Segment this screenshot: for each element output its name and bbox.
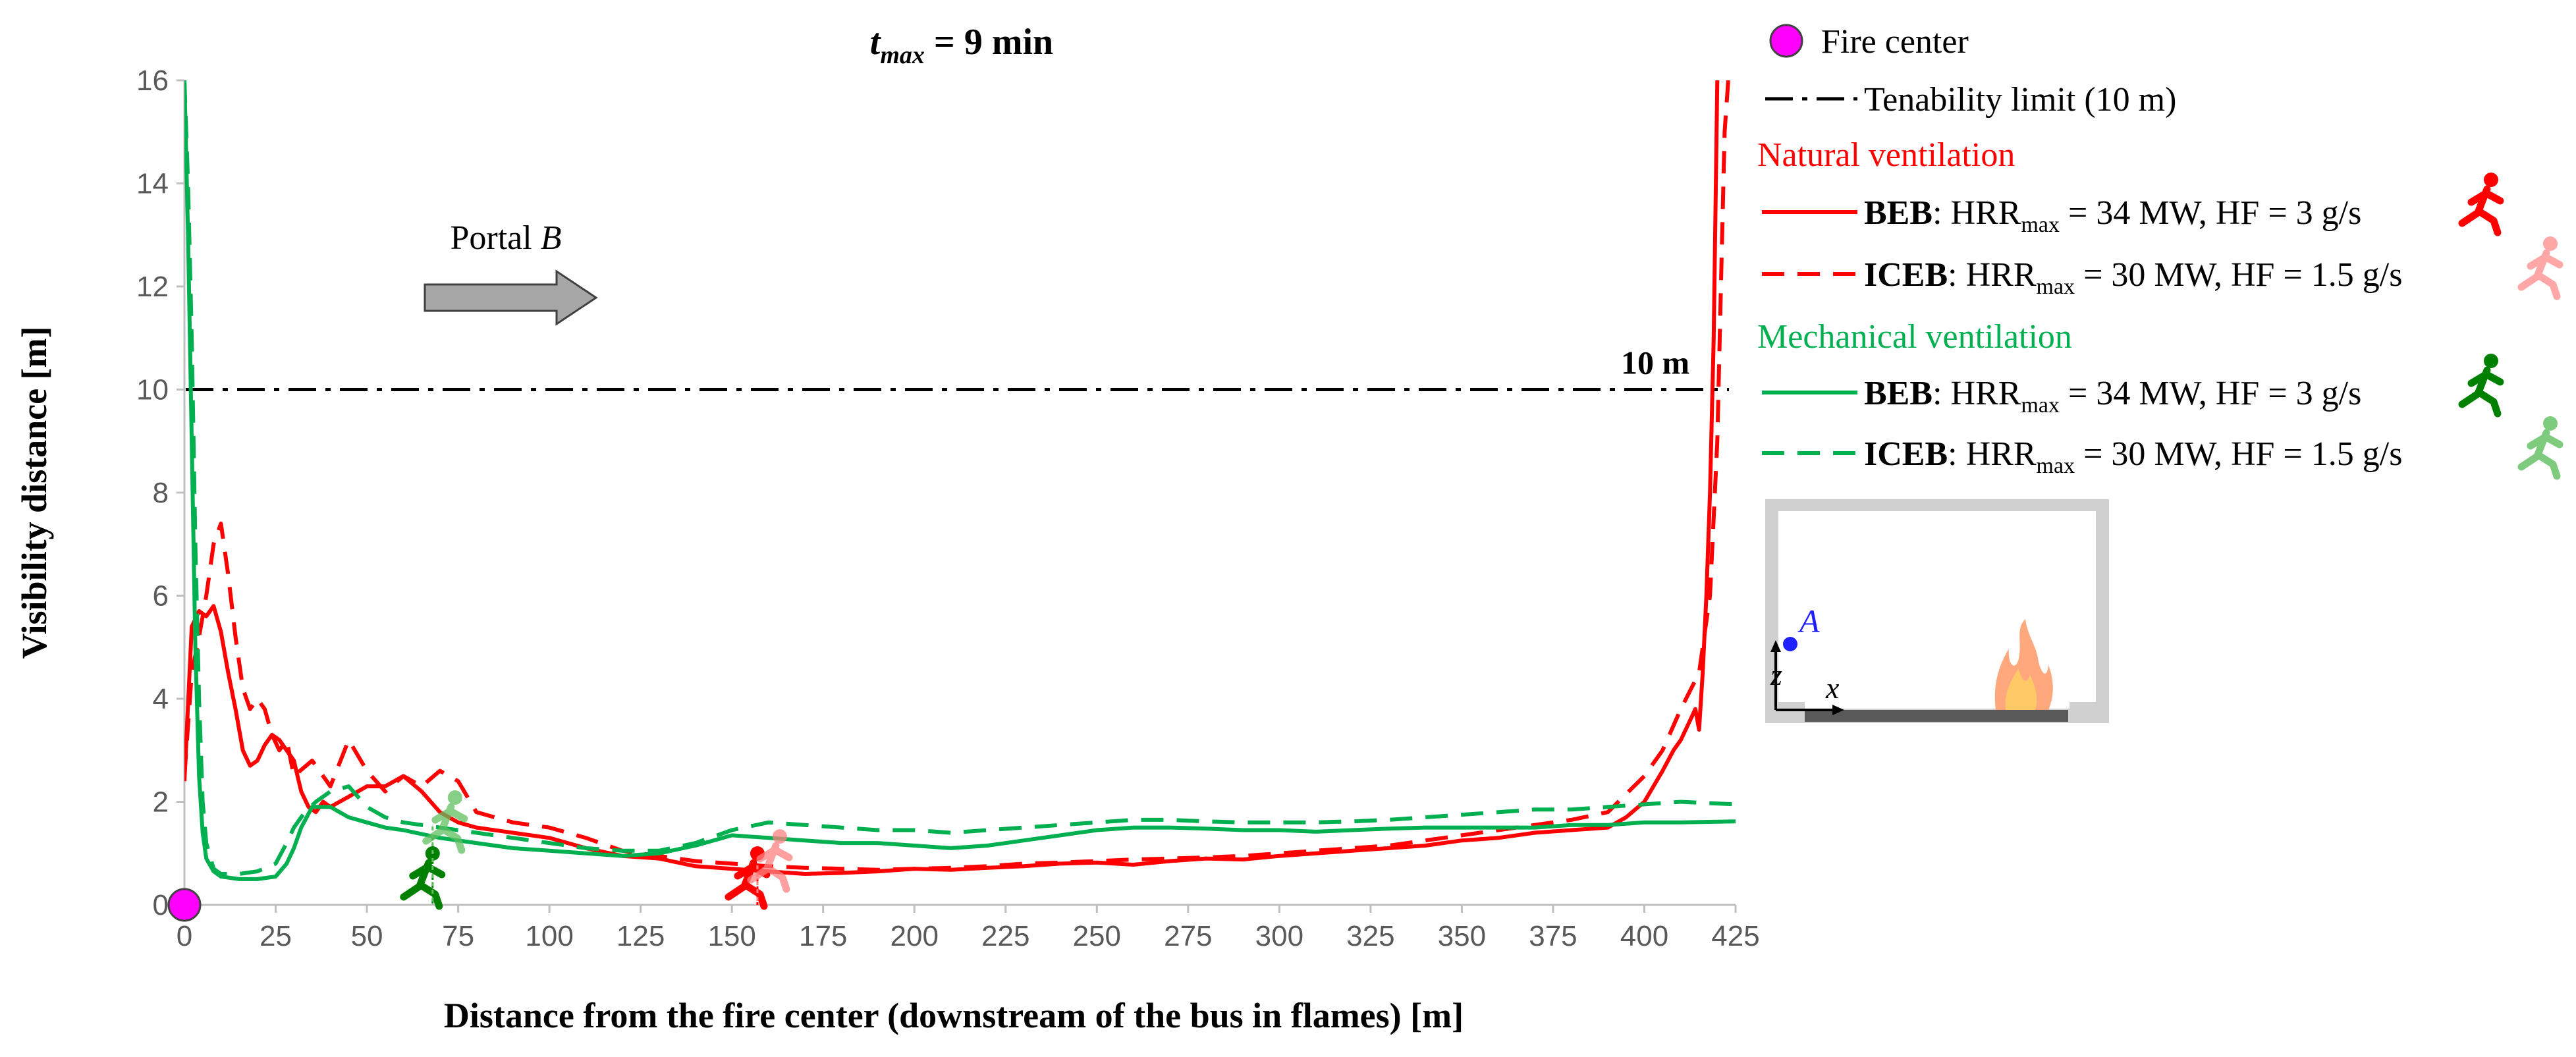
- point-a-label: A: [1797, 603, 1820, 639]
- legend-mech-beb-hrr: 34 MW: [2096, 375, 2201, 412]
- legend-fire-center-marker: [1769, 24, 1803, 58]
- tunnel-inset: A z x: [1765, 499, 2109, 723]
- x-tick-label: 125: [617, 920, 665, 952]
- legend-nat-beb-hrr: 34 MW: [2096, 194, 2201, 232]
- flame-icon: [1994, 619, 2053, 710]
- x-tick-label: 225: [981, 920, 1029, 952]
- x-axis-ticks: 0 25 50 75 100 125 150 175 200 225 250 275 300 325 350…: [177, 905, 1760, 952]
- series-mech_iceb: [184, 80, 1736, 876]
- tunnel-floor-left: [1778, 702, 1805, 723]
- legend-nat-beb: BEB: HRRmax = 34 MW, HF = 3 g/s: [1864, 194, 2361, 237]
- y-tick-label: 4: [153, 683, 169, 715]
- x-tick-label: 250: [1073, 920, 1121, 952]
- legend-nat-beb-runner-icon: [2462, 173, 2500, 232]
- series-nat_beb: [184, 80, 1720, 876]
- legend-nat-iceb-hrr: 30 MW: [2111, 256, 2216, 294]
- tunnel-floor-right: [2069, 702, 2096, 723]
- evacuee-markers: [404, 790, 789, 906]
- fire-center-marker: [167, 888, 202, 922]
- z-arrowhead: [1770, 640, 1781, 652]
- evacuee-runner-icon: [426, 790, 464, 850]
- y-tick-label: 2: [153, 786, 169, 819]
- legend-nat-iceb-runner-icon: [2521, 236, 2560, 296]
- x-tick-label: 175: [799, 920, 847, 952]
- y-tick-label: 14: [136, 168, 169, 200]
- portal-label: Portal B: [451, 219, 562, 257]
- legend-nat-iceb-name: ICEB: [1864, 256, 1948, 294]
- x-tick-label: 350: [1438, 920, 1486, 952]
- legend-mech-iceb: ICEB: HRRmax = 30 MW, HF = 1.5 g/s: [1864, 435, 2402, 478]
- legend-mech-iceb-name: ICEB: [1864, 435, 1948, 473]
- y-tick-label: 12: [136, 271, 169, 303]
- portal-letter: B: [541, 219, 562, 257]
- legend-nat-beb-hf: 3 g/s: [2296, 194, 2362, 232]
- bus-body: [1805, 710, 2068, 722]
- y-axis-ticks: 0 2 4 6 8 10 12 14 16: [136, 65, 184, 921]
- portal-arrow: [424, 269, 598, 326]
- y-tick-label: 16: [136, 65, 169, 97]
- chart-title: tmax = 9 min: [870, 22, 1053, 69]
- x-tick-label: 100: [525, 920, 573, 952]
- y-tick-label: 10: [136, 374, 169, 406]
- series-nat_iceb: [184, 80, 1730, 872]
- legend-fire-center: Fire center: [1821, 23, 1969, 61]
- x-tick-label: 25: [260, 920, 292, 952]
- legend-tenability: Tenability limit (10 m): [1864, 81, 2176, 119]
- x-tick-label: 200: [891, 920, 939, 952]
- z-axis-label: z: [1770, 658, 1782, 691]
- x-tick-label: 325: [1346, 920, 1394, 952]
- legend-mech-beb-hf: 3 g/s: [2296, 375, 2362, 412]
- legend-nat-iceb: ICEB: HRRmax = 30 MW, HF = 1.5 g/s: [1864, 256, 2402, 299]
- legend-mech-iceb-hrr: 30 MW: [2111, 435, 2216, 473]
- x-axis-inset-label: x: [1825, 671, 1840, 705]
- legend-natural-heading: Natural ventilation: [1757, 136, 2015, 174]
- x-tick-label: 150: [707, 920, 755, 952]
- title-subscript: max: [880, 41, 925, 69]
- x-arrowhead: [1832, 705, 1844, 715]
- x-tick-label: 50: [351, 920, 383, 952]
- y-axis-label: Visibility distance [m]: [14, 327, 54, 659]
- x-tick-label: 425: [1711, 920, 1759, 952]
- x-tick-label: 275: [1164, 920, 1212, 952]
- legend-mech-beb: BEB: HRRmax = 34 MW, HF = 3 g/s: [1864, 375, 2361, 418]
- x-tick-label: 0: [177, 920, 192, 952]
- legend: Fire center Tenability limit (10 m) Natu…: [1757, 23, 2560, 478]
- y-tick-label: 6: [153, 580, 169, 612]
- legend-mech-iceb-runner-icon: [2521, 416, 2560, 476]
- x-tick-label: 375: [1529, 920, 1577, 952]
- y-tick-label: 8: [153, 477, 169, 509]
- x-tick-label: 300: [1255, 920, 1303, 952]
- series-mech_beb: [184, 80, 1736, 881]
- title-variable: t: [870, 22, 881, 63]
- portal-text: Portal: [451, 219, 541, 257]
- legend-mech-iceb-hf: 1.5 g/s: [2311, 435, 2403, 473]
- y-tick-label: 0: [153, 889, 169, 921]
- legend-nat-iceb-hf: 1.5 g/s: [2311, 256, 2403, 294]
- x-tick-label: 75: [442, 920, 474, 952]
- legend-nat-beb-name: BEB: [1864, 194, 1932, 232]
- tenability-label: 10 m: [1621, 344, 1689, 381]
- legend-mech-beb-name: BEB: [1864, 375, 1932, 412]
- legend-mechanical-heading: Mechanical ventilation: [1757, 318, 2072, 356]
- title-rest: = 9 min: [925, 22, 1053, 63]
- point-a-marker: [1783, 637, 1797, 651]
- evacuee-runner-icon: [404, 846, 442, 906]
- x-tick-label: 400: [1620, 920, 1668, 952]
- series-group: [184, 80, 1736, 881]
- legend-mech-beb-runner-icon: [2462, 354, 2500, 414]
- x-axis-label: Distance from the fire center (downstrea…: [444, 996, 1464, 1035]
